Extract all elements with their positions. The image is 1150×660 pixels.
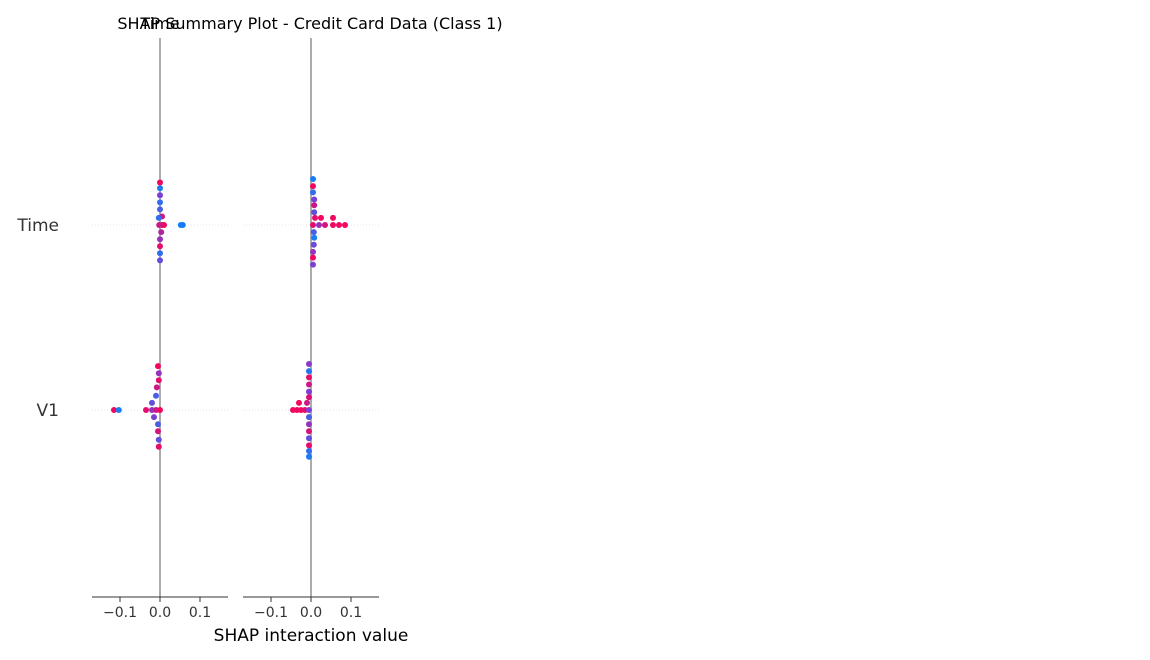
shap-point: [310, 254, 316, 261]
x-tick-label: 0.0: [149, 605, 171, 621]
shap-point: [310, 183, 316, 190]
shap-point: [336, 222, 342, 228]
shap-point: [153, 392, 159, 399]
shap-point: [306, 394, 312, 401]
shap-point: [157, 236, 163, 243]
shap-point: [155, 436, 162, 443]
shap-point: [155, 370, 162, 377]
shap-point: [306, 453, 312, 460]
shap-point: [306, 381, 312, 388]
shap-point: [304, 399, 310, 406]
shap-point: [111, 407, 117, 413]
shap-point: [157, 206, 163, 213]
panels-layer: Time V1 −0.1 0.0 0.1 −0.1 0.0 0.1: [16, 38, 379, 621]
shap-point: [311, 196, 318, 203]
shap-point: [155, 428, 161, 435]
x-tick-label: −0.1: [103, 605, 137, 621]
x-tick-label: 0.0: [300, 605, 322, 621]
panel-title-overlap: Time: [139, 14, 179, 33]
x-tick-label: 0.1: [340, 605, 362, 621]
shap-point: [310, 229, 317, 236]
shap-point: [306, 421, 312, 428]
shap-point: [157, 199, 163, 206]
shap-point: [157, 250, 163, 257]
shap-point: [310, 189, 316, 196]
shap-point: [306, 428, 312, 435]
shap-point: [316, 222, 322, 228]
shap-point: [115, 407, 122, 413]
shap-point: [306, 368, 312, 375]
shap-point: [311, 202, 318, 209]
shap-point: [156, 222, 163, 228]
shap-point: [157, 407, 163, 413]
panel-v1: −0.1 0.0 0.1: [243, 38, 379, 621]
shap-point: [342, 222, 348, 228]
shap-point: [155, 214, 162, 221]
shap-point: [155, 377, 162, 384]
shap-point: [330, 214, 336, 221]
shap-point: [318, 214, 324, 221]
shap-point: [155, 363, 161, 370]
x-tick-label: −0.1: [254, 605, 288, 621]
chart-title: SHAP Summary Plot - Credit Card Data (Cl…: [117, 14, 502, 33]
feature-label-v1: V1: [37, 401, 59, 421]
shap-point: [306, 442, 312, 449]
panel-time: −0.1 0.0 0.1: [92, 38, 228, 621]
shap-point: [157, 257, 163, 264]
shap-point: [306, 388, 312, 395]
shap-point: [306, 414, 312, 421]
shap-point: [306, 448, 312, 454]
x-axis-label: SHAP interaction value: [214, 626, 409, 646]
shap-point: [157, 192, 163, 199]
shap-point: [155, 443, 162, 450]
shap-point: [157, 243, 163, 250]
shap-point: [296, 399, 302, 406]
shap-point: [310, 176, 316, 182]
shap-point: [306, 435, 312, 442]
shap-point: [157, 179, 163, 186]
shap-point: [310, 248, 316, 255]
shap-point: [310, 241, 317, 248]
shap-point: [143, 407, 149, 413]
shap-point: [310, 222, 316, 228]
shap-point: [157, 185, 163, 192]
shap-point: [306, 361, 312, 367]
shap-point: [151, 414, 157, 421]
shap-point: [153, 384, 160, 391]
shap-point: [158, 229, 165, 236]
shap-point: [310, 261, 316, 268]
shap-point: [155, 421, 161, 428]
shap-point: [312, 214, 318, 221]
feature-label-time: Time: [16, 216, 59, 236]
shap-point: [306, 374, 312, 381]
shap-point: [322, 222, 328, 228]
shap-point: [149, 399, 155, 406]
shap-point: [311, 209, 318, 216]
shap-point: [179, 222, 186, 228]
shap-point: [330, 222, 336, 228]
x-tick-label: 0.1: [189, 605, 211, 621]
shap-point: [306, 407, 312, 413]
shap-point: [311, 234, 318, 241]
